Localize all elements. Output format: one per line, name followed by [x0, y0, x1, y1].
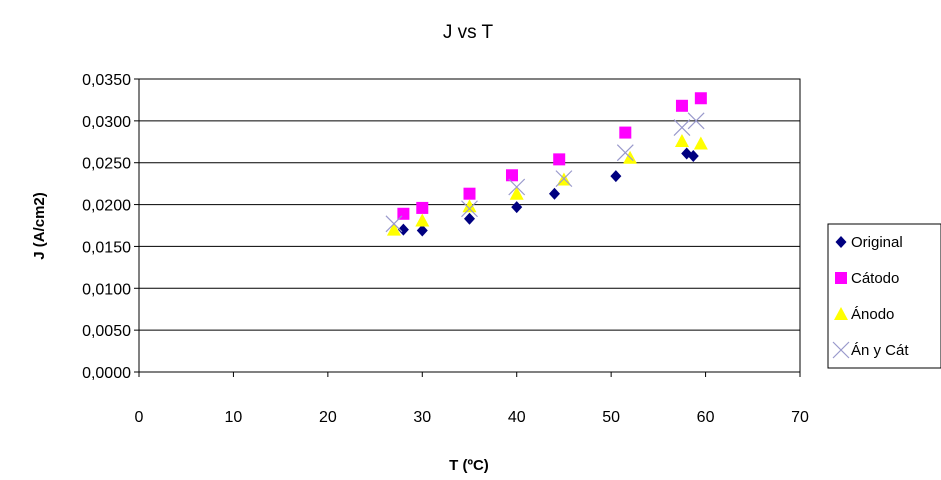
data-point-anodo — [509, 186, 524, 200]
y-tick-label: 0,0200 — [82, 198, 131, 215]
legend-marker-original — [835, 236, 847, 248]
legend-label-original: Original — [851, 234, 903, 251]
x-tick-label: 20 — [319, 409, 337, 426]
x-tick-label: 40 — [508, 409, 526, 426]
x-tick-label: 60 — [697, 409, 715, 426]
data-point-an-y-cat — [555, 170, 573, 188]
chart-title: J vs T — [443, 22, 494, 43]
data-point-original — [464, 212, 475, 225]
x-tick-label: 70 — [791, 409, 809, 426]
data-point-original — [397, 223, 409, 236]
data-point-original — [687, 150, 699, 163]
data-point-an-y-cat — [508, 178, 526, 196]
data-point-original — [548, 187, 560, 200]
x-tick-label: 50 — [602, 409, 620, 426]
data-point-catodo — [416, 201, 429, 214]
legend-label-an-y-cat: Án y Cát — [851, 342, 909, 359]
gridlines — [139, 120, 800, 331]
y-tick-label: 0,0250 — [82, 156, 131, 173]
y-tick-label: 0,0150 — [82, 239, 131, 256]
data-point-original — [511, 201, 523, 214]
data-point-catodo — [463, 187, 476, 200]
data-point-original — [416, 224, 428, 237]
y-tick-label: 0,0300 — [82, 114, 131, 131]
data-point-catodo — [619, 126, 632, 139]
data-point-an-y-cat — [673, 119, 691, 136]
x-tick-label: 0 — [135, 409, 144, 426]
data-point-an-y-cat — [385, 215, 403, 233]
legend-label-anodo: Ánodo — [851, 306, 894, 323]
x-tick-label: 30 — [413, 409, 431, 426]
y-tick-label: 0,0000 — [82, 365, 131, 382]
data-point-anodo — [415, 213, 430, 227]
y-tick-label: 0,0350 — [82, 72, 131, 89]
data-point-original — [610, 170, 622, 183]
x-axis-ticks: 0 10 20 30 40 50 60 70 — [135, 372, 809, 426]
data-point-catodo — [694, 92, 707, 105]
data-point-catodo — [675, 99, 688, 112]
data-point-an-y-cat — [687, 112, 705, 130]
x-axis-title: T (ºC) — [449, 457, 489, 474]
y-axis-ticks: 0,0000 0,0050 0,0100 0,0150 0,0200 0,0250 0,03… — [82, 72, 139, 382]
data-point-anodo — [693, 136, 708, 150]
data-point-an-y-cat — [616, 144, 634, 162]
legend: Original Cátodo Ánodo Án y Cát — [827, 223, 941, 369]
data-point-anodo — [386, 222, 401, 236]
legend-marker-anodo — [834, 307, 848, 320]
y-tick-label: 0,0100 — [82, 281, 131, 298]
data-point-anodo — [674, 133, 689, 147]
y-tick-label: 0,0050 — [82, 323, 131, 340]
x-tick-label: 10 — [225, 409, 243, 426]
data-point-an-y-cat — [461, 200, 478, 218]
data-points — [385, 92, 708, 237]
legend-label-catodo: Cátodo — [851, 270, 899, 287]
data-point-catodo — [505, 169, 518, 182]
plot-area — [138, 78, 801, 373]
data-point-catodo — [553, 153, 566, 166]
y-axis-title: J (A/cm2) — [31, 192, 48, 260]
data-point-anodo — [462, 199, 477, 213]
legend-marker-an-y-cat — [832, 341, 850, 359]
legend-marker-catodo — [835, 272, 847, 284]
